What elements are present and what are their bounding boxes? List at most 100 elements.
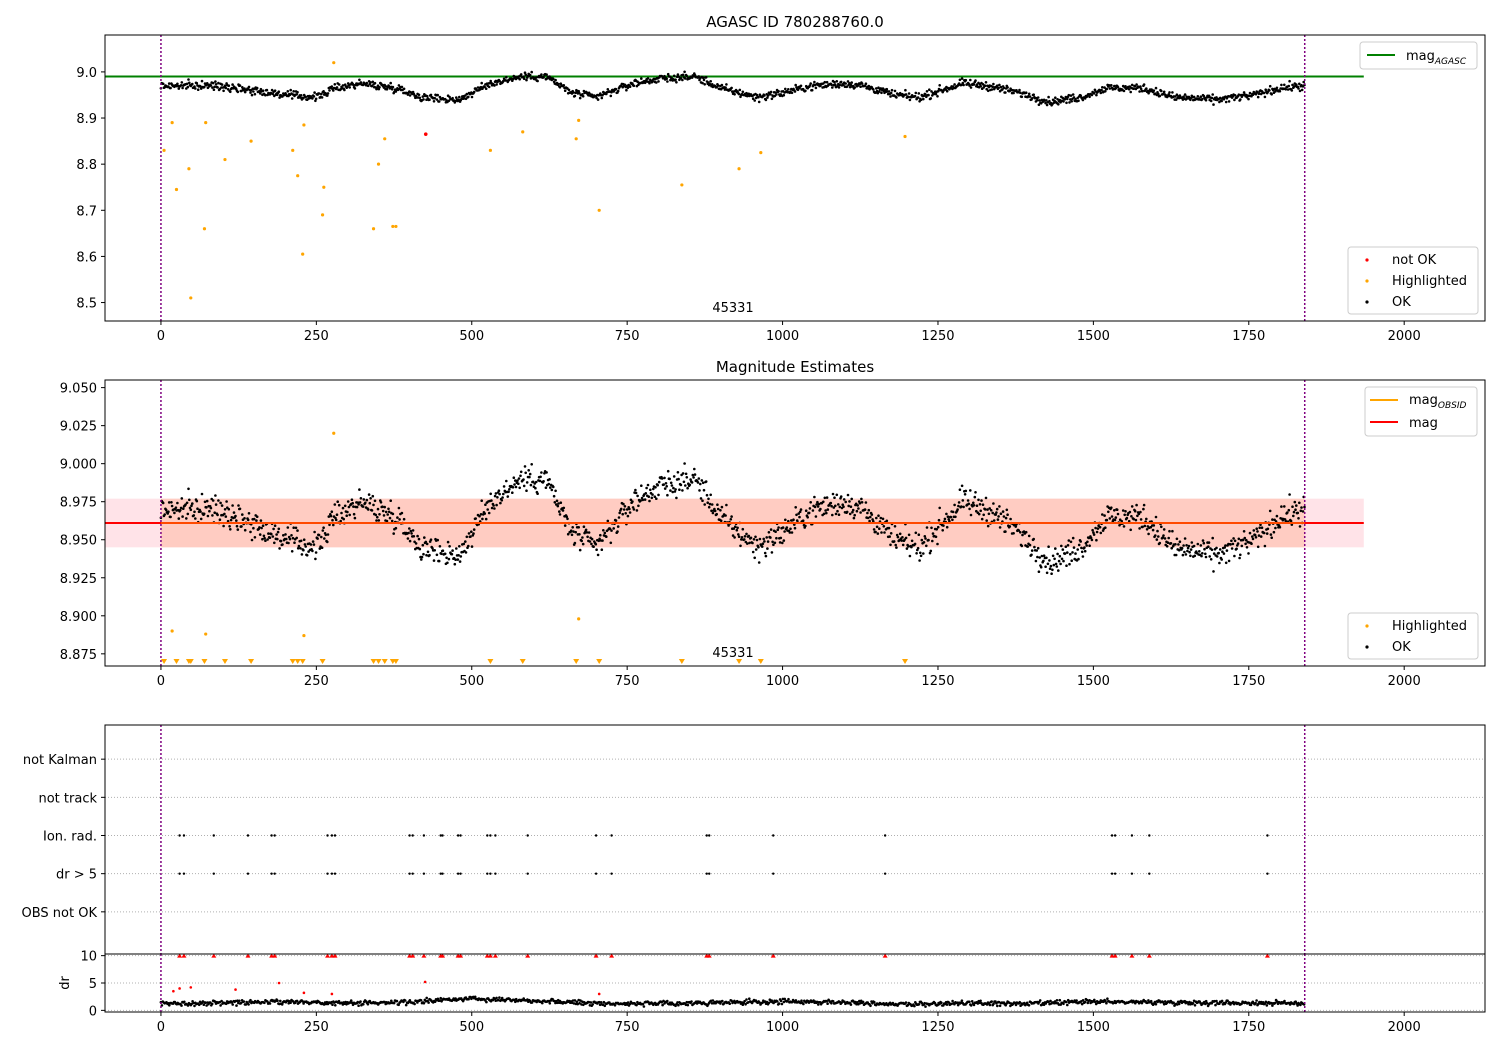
- agasc-ok-point: [738, 88, 742, 92]
- dr-ok-point: [422, 1001, 426, 1005]
- magnitude-ok-point: [1147, 532, 1150, 536]
- dr-ok-point: [433, 1000, 437, 1003]
- agasc-ok-point: [540, 73, 543, 76]
- dr-ok-point: [1176, 1000, 1180, 1004]
- dr-ok-point: [1104, 999, 1107, 1003]
- magnitude-ok-point: [326, 533, 330, 536]
- dr-clipped-marker: [1264, 953, 1270, 958]
- magnitude-ok-point: [664, 482, 668, 485]
- dr-ok-point: [1240, 1002, 1243, 1005]
- magnitude-ok-point: [898, 532, 902, 536]
- magnitude-ok-point: [922, 541, 926, 544]
- magnitude-ok-point: [908, 554, 912, 558]
- magnitude-ok-point: [569, 529, 573, 532]
- dr-ok-point: [495, 996, 498, 1000]
- magnitude-ok-point: [972, 504, 976, 507]
- magnitude-ok-point: [170, 504, 174, 508]
- magnitude-ok-point: [1198, 550, 1201, 553]
- dr-ok-point: [782, 1000, 786, 1004]
- agasc-ok-point: [428, 98, 431, 101]
- dr-ok-point: [721, 999, 724, 1003]
- magnitude-ok-point: [554, 489, 557, 493]
- magnitude-ok-point: [992, 519, 996, 522]
- agasc-ok-point: [451, 96, 454, 100]
- magnitude-ok-point: [205, 499, 209, 503]
- agasc-ok-point: [573, 94, 577, 98]
- magnitude-ok-point: [1079, 540, 1082, 543]
- magnitude-ok-point: [1243, 536, 1247, 540]
- dr-ok-point: [817, 1003, 820, 1006]
- magnitude-ok-point: [1293, 500, 1297, 504]
- magnitude-ok-point: [893, 525, 897, 528]
- dr-ok-point: [1214, 1003, 1217, 1007]
- flags-event-point: [1148, 872, 1151, 875]
- agasc-ok-point: [465, 92, 469, 96]
- agasc-ok-point: [757, 100, 761, 104]
- dr-ok-point: [230, 1001, 234, 1004]
- magnitude-ok-point: [1121, 509, 1125, 512]
- flags-event-point: [1266, 834, 1269, 837]
- magnitude-ok-point: [733, 536, 736, 539]
- magnitude-ok-point: [869, 515, 872, 519]
- magnitude-ok-point: [250, 538, 254, 542]
- magnitude-ok-point: [745, 532, 748, 536]
- magnitude-ok-point: [647, 495, 651, 499]
- agasc-ok-point: [480, 81, 484, 85]
- magnitude-x-tick-label-1: 250: [304, 674, 329, 689]
- magnitude-ok-point: [231, 504, 234, 507]
- agasc-ok-point: [936, 89, 940, 93]
- agasc-ok-point: [1072, 96, 1076, 99]
- magnitude-ok-point: [267, 532, 270, 535]
- flags-event-point: [439, 834, 442, 837]
- agasc-ok-point: [317, 92, 321, 95]
- magnitude-ok-point: [218, 518, 222, 521]
- agasc-ok-point: [1002, 86, 1006, 90]
- magnitude-ok-point: [508, 488, 511, 491]
- magnitude-ok-point: [246, 518, 250, 522]
- agasc-ok-point: [793, 90, 797, 93]
- magnitude-ok-point: [612, 527, 615, 530]
- magnitude-ok-point: [655, 497, 658, 501]
- dr-ok-point: [956, 1003, 960, 1007]
- agasc-ok-point: [666, 80, 669, 83]
- dr-ok-point: [730, 999, 733, 1003]
- magnitude-ok-point: [454, 558, 457, 561]
- magnitude-ok-point: [1294, 508, 1297, 512]
- magnitude-ok-point: [1258, 526, 1261, 529]
- magnitude-ok-point: [1220, 558, 1223, 561]
- agasc-highlighted-point: [394, 224, 398, 229]
- agasc-ok-point: [277, 90, 281, 93]
- agasc-ok-point: [320, 96, 324, 99]
- magnitude-ok-point: [1295, 504, 1298, 507]
- magnitude-y-tick-label-5: 9.000: [60, 458, 97, 473]
- magnitude-ok-point: [864, 501, 868, 504]
- magnitude-ok-point: [223, 512, 226, 516]
- magnitude-ok-point: [285, 537, 288, 541]
- agasc-ok-point: [685, 74, 689, 78]
- magnitude-ok-point: [284, 533, 287, 536]
- agasc-ok-point: [258, 89, 261, 93]
- magnitude-ok-point: [341, 506, 345, 510]
- magnitude-ok-point: [991, 511, 994, 515]
- magnitude-ok-point: [1139, 518, 1143, 521]
- agasc-ok-point: [1036, 96, 1040, 99]
- magnitude-ok-point: [719, 509, 722, 512]
- magnitude-ok-point: [811, 509, 815, 512]
- magnitude-ok-point: [849, 505, 853, 509]
- magnitude-ok-point: [798, 515, 801, 519]
- magnitude-ok-point: [1048, 559, 1051, 562]
- magnitude-ok-point: [290, 550, 294, 553]
- magnitude-ok-point: [813, 495, 816, 499]
- magnitude-ok-point: [1067, 539, 1071, 542]
- magnitude-ok-point: [1092, 531, 1095, 534]
- magnitude-ok-point: [700, 479, 704, 482]
- magnitude-ok-point: [214, 503, 218, 506]
- magnitude-ok-point: [261, 537, 264, 541]
- dr-ok-point: [395, 999, 399, 1003]
- dr-ok-point: [1187, 1002, 1190, 1006]
- agasc-ok-point: [353, 87, 357, 90]
- flags-event-point: [610, 834, 613, 837]
- agasc-ok-point: [519, 73, 523, 76]
- magnitude-ok-point: [414, 542, 418, 545]
- agasc-x-tick-label-5: 1250: [921, 329, 954, 344]
